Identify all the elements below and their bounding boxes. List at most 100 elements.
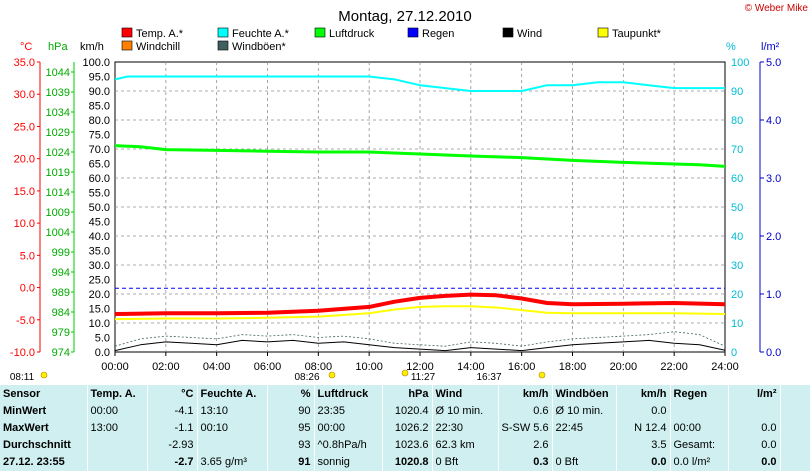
humidity-tick-label: 10 [731, 318, 743, 330]
legend-swatch [502, 27, 514, 38]
rain-tick-label: 2.0 [766, 231, 781, 243]
pressure-tick-label: 989 [52, 287, 70, 299]
stats-header-row: Sensor Temp. A. °C Feuchte A. % Luftdruc… [0, 385, 810, 403]
stats-cell: 1020.4 [382, 403, 433, 420]
stats-cell: Ø 10 min. [432, 403, 499, 420]
stats-cell [728, 403, 781, 420]
pressure-tick-label: 994 [52, 267, 70, 279]
stats-gust-unit: km/h [616, 385, 671, 403]
weather-chart: Montag, 27.12.2010 © Weber Mike °C hPa k… [10, 3, 809, 383]
stats-cell: 23:35 [314, 403, 383, 420]
stats-row-label: 27.12. 23:55 [0, 454, 88, 471]
stats-spacer [780, 437, 810, 454]
chart-title: Montag, 27.12.2010 [338, 8, 471, 25]
humidity-tick-label: 40 [731, 231, 743, 243]
humidity-tick-label: 90 [731, 86, 743, 98]
sun-event-label: 16:37 [476, 372, 501, 383]
stats-cell: 0.0 [728, 454, 781, 471]
stats-temp-unit: °C [147, 385, 198, 403]
series-line-windböen [114, 331, 726, 347]
stats-cell: 1020.8 [382, 454, 433, 471]
sun-event-label: 08:11 [10, 372, 35, 383]
stats-cell: 3.65 g/m³ [197, 454, 268, 471]
temp-tick-label: 20.0 [14, 154, 35, 166]
wind-tick-label: 75.0 [89, 130, 110, 142]
stats-cell: 62.3 km [432, 437, 499, 454]
legend-swatch [597, 27, 609, 38]
stats-cell: Ø 10 min. [552, 403, 617, 420]
rain-tick-label: 5.0 [766, 57, 781, 69]
temp-tick-label: 15.0 [14, 186, 35, 198]
stats-cell: 22:45 [552, 420, 617, 437]
wind-tick-label: 20.0 [89, 289, 110, 301]
stats-wind-unit: km/h [498, 385, 553, 403]
legend-label: Windchill [136, 41, 180, 53]
stats-humidity-header: Feuchte A. [197, 385, 268, 403]
legend-swatch [121, 27, 133, 38]
stats-cell: 0.0 [616, 454, 671, 471]
stats-spacer [780, 420, 810, 437]
stats-cell: 3.5 [616, 437, 671, 454]
stats-cell: Gesamt: [670, 437, 729, 454]
pressure-tick-label: 974 [52, 347, 70, 359]
temp-tick-label: -10.0 [10, 347, 35, 359]
legend-swatch [314, 27, 326, 38]
wind-tick-label: 25.0 [89, 275, 110, 287]
x-tick-label: 14:00 [457, 361, 485, 373]
wind-tick-label: 65.0 [89, 159, 110, 171]
stats-gust-header: Windböen [552, 385, 617, 403]
sun-event-label: 11:27 [411, 372, 436, 383]
stats-cell: 0.6 [498, 403, 553, 420]
legend-label: Feuchte A.* [232, 28, 290, 40]
wind-tick-label: 95.0 [89, 72, 110, 84]
legend-swatch [407, 27, 419, 38]
stats-cell [87, 437, 148, 454]
wind-tick-label: 40.0 [89, 231, 110, 243]
stats-spacer [780, 454, 810, 471]
x-tick-label: 22:00 [660, 361, 688, 373]
chart-legend: Temp. A.* Feuchte A.* Luftdruck Regen Wind Ta… [121, 27, 662, 53]
stats-cell [197, 437, 268, 454]
stats-cell: 00:00 [670, 420, 729, 437]
legend-swatch [121, 40, 133, 51]
wind-tick-label: 0.0 [95, 347, 110, 359]
stats-cell: N 12.4 [616, 420, 671, 437]
rain-tick-label: 3.0 [766, 173, 781, 185]
stats-cell: 00:10 [197, 420, 268, 437]
wind-tick-label: 90.0 [89, 86, 110, 98]
wind-tick-label: 100.0 [82, 57, 110, 69]
stats-cell [670, 403, 729, 420]
wind-tick-label: 10.0 [89, 318, 110, 330]
series-line-taupunkt [114, 305, 726, 321]
data-series [114, 75, 726, 352]
stats-sensor-header: Sensor [0, 385, 88, 403]
stats-cell: 1026.2 [382, 420, 433, 437]
series-line-temp-a [114, 292, 726, 316]
stats-cell: 0.0 [728, 437, 781, 454]
humidity-tick-label: 60 [731, 173, 743, 185]
stats-cell: 00:00 [87, 403, 148, 420]
stats-cell: 0.0 l/m² [670, 454, 729, 471]
stats-temp-header: Temp. A. [87, 385, 148, 403]
stats-cell: 90 [267, 403, 315, 420]
x-tick-label: 18:00 [559, 361, 587, 373]
x-tick-label: 08:00 [305, 361, 333, 373]
stats-cell: S-SW 5.6 [498, 420, 553, 437]
humidity-axis-unit: % [726, 41, 736, 53]
stats-row-label: MaxWert [0, 420, 88, 437]
x-tick-label: 06:00 [254, 361, 282, 373]
left-axes: 35.0 30.0 25.0 20.0 15.0 10.0 5.0 0.0 -5.0 -10.0 1… [10, 57, 110, 359]
wind-tick-label: 55.0 [89, 188, 110, 200]
temp-tick-label: 5.0 [20, 250, 35, 262]
rain-tick-label: 4.0 [766, 115, 781, 127]
stats-cell: 22:30 [432, 420, 499, 437]
series-line-feuchte-a [114, 75, 725, 92]
x-tick-label: 16:00 [508, 361, 536, 373]
wind-tick-label: 30.0 [89, 260, 110, 272]
humidity-tick-label: 80 [731, 115, 743, 127]
legend-label: Windböen* [232, 41, 287, 53]
rain-tick-label: 1.0 [766, 289, 781, 301]
wind-tick-label: 35.0 [89, 246, 110, 258]
stats-row-min: MinWert 00:00 -4.1 13:10 90 23:35 1020.4… [0, 403, 810, 420]
